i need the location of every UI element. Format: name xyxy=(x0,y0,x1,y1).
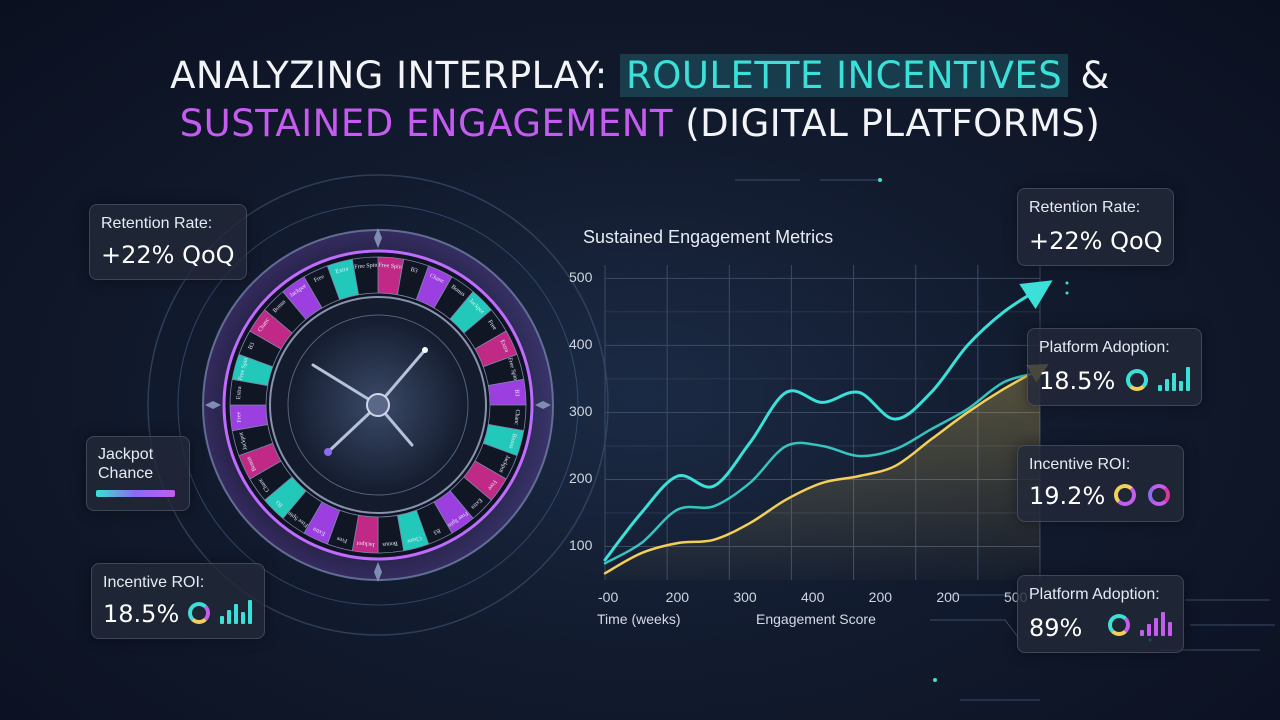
bar-chart-icon xyxy=(1140,612,1172,636)
pocket-label: B3 xyxy=(513,389,520,397)
incentive-roi-label: Incentive ROI: xyxy=(103,574,205,591)
retention-rate-card-right: Retention Rate: +22% QoQ xyxy=(1017,188,1174,266)
jackpot-label-line2: Chance xyxy=(98,465,154,482)
chart-title: Sustained Engagement Metrics xyxy=(583,227,834,247)
pocket-label: Free xyxy=(336,535,348,544)
platform-adoption-label: Platform Adoption: xyxy=(1029,586,1160,603)
jackpot-chance-card: Jackpot Chance xyxy=(86,436,190,511)
page-title: ANALYZING INTERPLAY: ROULETTE INCENTIVES… xyxy=(0,52,1280,148)
title-highlight-engagement: SUSTAINED ENGAGEMENT xyxy=(179,102,673,145)
pocket-label: Jackpot xyxy=(356,540,375,548)
pocket-label: Free xyxy=(486,479,497,491)
platform-adoption-card-2: Platform Adoption: 89% xyxy=(1017,575,1184,653)
pocket-label: Extra xyxy=(312,525,327,536)
retention-rate-value: +22% QoQ xyxy=(1029,227,1163,255)
donut-icon xyxy=(188,602,210,624)
title-highlight-roulette: ROULETTE INCENTIVES xyxy=(619,54,1069,97)
title-part-3: & xyxy=(1068,54,1110,97)
pocket-label: Extra xyxy=(236,386,243,400)
donut-icon xyxy=(1108,614,1130,636)
incentive-roi-label: Incentive ROI: xyxy=(1029,456,1131,473)
title-line-1: ANALYZING INTERPLAY: ROULETTE INCENTIVES… xyxy=(0,52,1280,100)
x-axis-label: Time (weeks) xyxy=(597,611,681,627)
pocket-label: B3 xyxy=(275,499,284,508)
x-tick-label: 400 xyxy=(801,589,825,605)
x-tick-label: 200 xyxy=(936,589,960,605)
platform-adoption-value: 89% xyxy=(1029,614,1083,642)
donut-icon xyxy=(1114,484,1136,506)
incentive-roi-value: 19.2% xyxy=(1029,482,1106,510)
pocket-label: B3 xyxy=(248,342,256,351)
pocket-label: Bonus xyxy=(507,433,517,450)
pocket-label: B3 xyxy=(432,527,441,535)
donut-icon xyxy=(1126,369,1148,391)
y-tick-label: 500 xyxy=(569,269,593,286)
y-tick-label: 400 xyxy=(569,336,593,353)
compass-markers xyxy=(205,228,551,582)
y-tick-label: 300 xyxy=(569,403,593,420)
donut-icon xyxy=(1148,484,1170,506)
pocket-label: Jackpot xyxy=(238,431,249,451)
bar-chart-icon xyxy=(220,600,252,624)
y-tick-label: 100 xyxy=(569,537,593,554)
platform-adoption-label: Platform Adoption: xyxy=(1039,339,1170,356)
pocket-label: Bonus xyxy=(382,540,398,547)
pocket-label: Free xyxy=(313,274,326,284)
retention-rate-label: Retention Rate: xyxy=(101,215,213,232)
incentive-roi-card-right: Incentive ROI: 19.2% xyxy=(1017,445,1184,522)
pocket-label: Extra xyxy=(335,266,349,275)
incentive-roi-card-left: Incentive ROI: 18.5% xyxy=(91,563,265,639)
x-tick-label: -00 xyxy=(598,589,619,605)
pocket-label: Chanc xyxy=(405,534,422,544)
jackpot-label-line1: Jackpot xyxy=(98,446,154,463)
x-tick-label: 200 xyxy=(665,589,690,605)
x-tick-label: 300 xyxy=(733,589,757,605)
title-line-2: SUSTAINED ENGAGEMENT (DIGITAL PLATFORMS) xyxy=(0,100,1280,148)
retention-rate-card-left: Retention Rate: +22% QoQ xyxy=(89,204,247,280)
x-tick-label: 200 xyxy=(868,589,893,605)
retention-rate-value: +22% QoQ xyxy=(101,241,235,269)
x-axis-label-secondary: Engagement Score xyxy=(756,611,876,627)
pocket-label: Free Spin xyxy=(378,263,402,271)
pocket-label: Extra xyxy=(499,339,510,354)
pocket-label: Free Spin xyxy=(238,357,250,381)
title-part-1: ANALYZING INTERPLAY: xyxy=(170,54,620,97)
pocket-label: Free xyxy=(236,411,243,422)
retention-rate-label: Retention Rate: xyxy=(1029,199,1141,216)
pocket-label: Free xyxy=(486,319,497,331)
pocket-label: B3 xyxy=(410,267,418,275)
pocket-label: Free Spin xyxy=(506,357,518,381)
incentive-roi-value: 18.5% xyxy=(103,600,180,628)
platform-adoption-card: Platform Adoption: 18.5% xyxy=(1027,328,1202,406)
roulette-pocket xyxy=(351,256,379,296)
pocket-label: Free Spin xyxy=(354,263,378,271)
platform-adoption-value: 18.5% xyxy=(1039,367,1116,395)
title-part-5: (DIGITAL PLATFORMS) xyxy=(672,102,1101,145)
jackpot-chance-bar xyxy=(96,490,175,497)
y-tick-label: 200 xyxy=(569,470,593,487)
pocket-label: Chanc xyxy=(513,409,520,425)
bar-chart-icon xyxy=(1158,367,1190,391)
